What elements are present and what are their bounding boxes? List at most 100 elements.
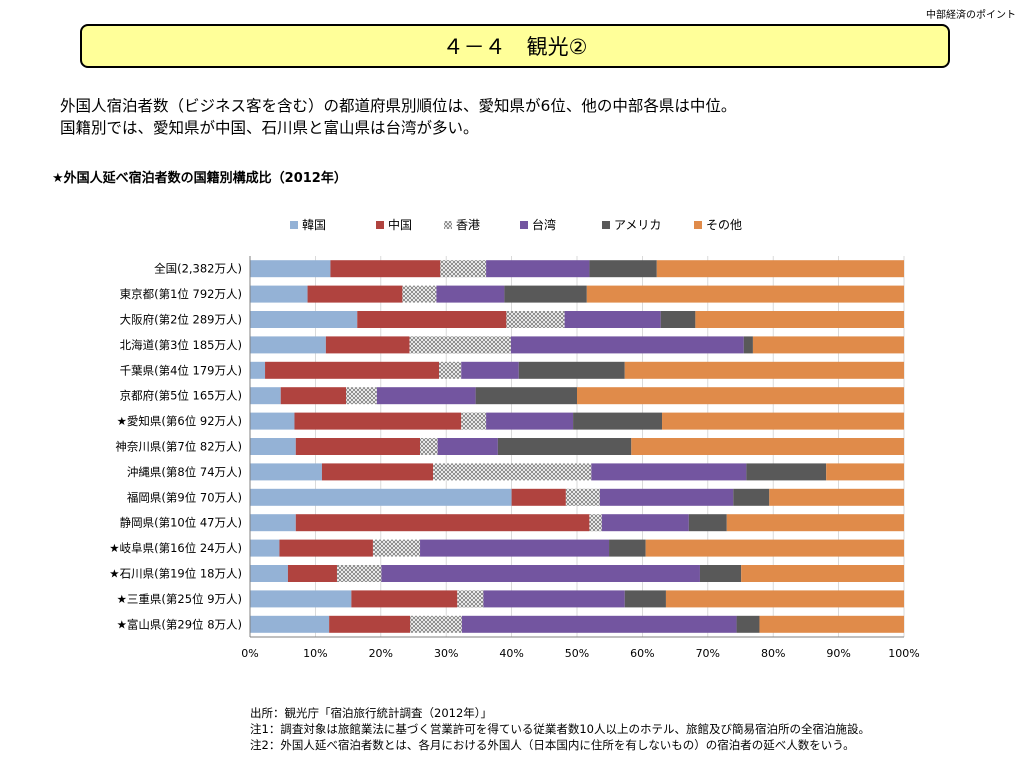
bar-segment: [733, 488, 770, 506]
bar-segment: [726, 514, 904, 532]
category-label: ★石川県(第19位 18万人): [109, 567, 242, 581]
bar-segment: [665, 590, 904, 608]
bar-segment: [250, 590, 352, 608]
bar-segment: [250, 514, 296, 532]
bar-segment: [250, 285, 308, 303]
bar-segment: [433, 463, 592, 481]
category-label: 大阪府(第2位 289万人): [120, 313, 242, 327]
x-tick-label: 10%: [303, 647, 327, 660]
bar-segment: [599, 488, 734, 506]
bar-segment: [440, 260, 487, 278]
note-1: 注1：調査対象は旅館業法に基づく営業許可を得ている従業者数10人以上のホテル、旅…: [250, 722, 870, 736]
legend-swatch: [290, 221, 298, 229]
bar-segment: [250, 311, 358, 328]
category-label: ★岐阜県(第16位 24万人): [109, 541, 242, 555]
bar-segment: [624, 590, 666, 608]
legend-label: その他: [706, 218, 742, 232]
bar-segment: [564, 311, 661, 328]
x-tick-label: 0%: [241, 647, 258, 660]
bar-segment: [461, 412, 487, 430]
bar-segment: [826, 463, 904, 481]
bar-segment: [662, 412, 904, 430]
bar-segment: [307, 285, 403, 303]
bar-segment: [420, 539, 610, 557]
chart-title: ★外国人延べ宿泊者数の国籍別構成比（2012年）: [52, 171, 347, 186]
bar-segment: [295, 514, 590, 532]
bar-segment: [357, 311, 507, 328]
summary-line-1: 外国人宿泊者数（ビジネス客を含む）の都道府県別順位は、愛知県が6位、他の中部各県…: [60, 97, 737, 115]
bar-segment: [336, 565, 382, 582]
slide-title: ４－４ 観光②: [80, 24, 950, 68]
bar-segment: [250, 336, 326, 354]
category-label: 全国(2,382万人): [154, 262, 242, 276]
bar-segment: [695, 311, 904, 328]
bar-segment: [250, 361, 266, 379]
legend-swatch: [520, 221, 528, 229]
category-label: 京都府(第5位 165万人): [120, 389, 242, 403]
x-tick-label: 20%: [369, 647, 393, 660]
bar-segment: [573, 412, 663, 430]
bar-segment: [746, 463, 827, 481]
notes: 出所：観光庁「宿泊旅行統計調査（2012年）」 注1：調査対象は旅館業法に基づく…: [250, 705, 870, 753]
bar-segment: [250, 565, 288, 582]
bar-segment: [461, 361, 519, 379]
category-label: ★富山県(第29位 8万人): [117, 617, 242, 631]
bar-segment: [381, 565, 700, 582]
bar-segment: [688, 514, 727, 532]
x-tick-label: 100%: [888, 647, 919, 660]
bar-segment: [457, 590, 484, 608]
legend-label: 台湾: [532, 217, 556, 232]
bar-segment: [475, 387, 577, 405]
bar-segment: [437, 438, 498, 455]
bar-segment: [250, 260, 331, 278]
category-label: ★愛知県(第6位 92万人): [117, 414, 242, 428]
legend-swatch: [694, 221, 702, 229]
note-2: 注2：外国人延べ宿泊者数とは、各月における外国人（日本国内に住所を有しないもの）…: [250, 738, 855, 752]
bar-segment: [287, 565, 337, 582]
category-label: 静岡県(第10位 47万人): [120, 516, 242, 530]
legend-label: アメリカ: [614, 218, 661, 232]
legend-swatch: [602, 221, 610, 229]
bar-segment: [577, 387, 904, 405]
x-tick-label: 90%: [826, 647, 850, 660]
bar-segment: [660, 311, 696, 328]
x-tick-label: 50%: [565, 647, 589, 660]
bar-segment: [601, 514, 689, 532]
bar-segment: [769, 488, 904, 506]
legend-swatch: [376, 221, 384, 229]
bar-segment: [486, 260, 590, 278]
corner-label: 中部経済のポイント: [926, 10, 1016, 21]
bar-segment: [330, 260, 441, 278]
bar-segment: [741, 565, 904, 582]
x-tick-label: 30%: [434, 647, 458, 660]
bar-segment: [518, 361, 625, 379]
bar-segment: [321, 463, 434, 481]
bar-segment: [589, 260, 657, 278]
bar-segment: [591, 463, 747, 481]
bar-segment: [586, 285, 904, 303]
bar-segment: [565, 488, 600, 506]
legend-swatch: [444, 221, 452, 229]
bar-segment: [656, 260, 904, 278]
bar-segment: [280, 387, 347, 405]
bar-segment: [624, 361, 904, 379]
bar-segment: [295, 438, 421, 455]
bar-segment: [410, 615, 462, 633]
x-tick-label: 70%: [696, 647, 720, 660]
bar-segment: [250, 539, 280, 557]
summary-line-2: 国籍別では、愛知県が中国、石川県と富山県は台湾が多い。: [60, 119, 479, 137]
category-label: 千葉県(第4位 179万人): [120, 363, 242, 377]
bar-segment: [250, 387, 281, 405]
source-note: 出所：観光庁「宿泊旅行統計調査（2012年）」: [250, 706, 493, 720]
bar-segment: [250, 438, 296, 455]
bar-segment: [486, 412, 574, 430]
bar-segment: [325, 336, 410, 354]
bar-segment: [329, 615, 411, 633]
bar-segment: [439, 361, 462, 379]
bar-segment: [250, 412, 295, 430]
x-tick-label: 40%: [499, 647, 523, 660]
bar-segment: [759, 615, 904, 633]
bar-segment: [279, 539, 373, 557]
bar-segment: [409, 336, 511, 354]
bar-segment: [483, 590, 625, 608]
